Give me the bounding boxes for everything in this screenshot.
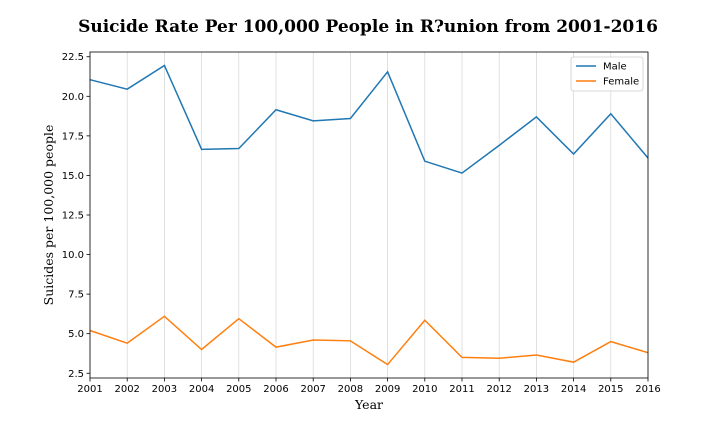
x-tick-label: 2006 [263, 384, 288, 395]
chart-title: Suicide Rate Per 100,000 People in R?uni… [78, 17, 658, 37]
x-tick-label: 2004 [189, 384, 214, 395]
y-tick-label: 22.5 [62, 52, 84, 63]
x-axis-ticks: 2001 2002 2003 2004 2005 2006 2007 2008 2009 2010… [77, 378, 661, 395]
x-tick-label: 2007 [300, 384, 325, 395]
y-tick-label: 12.5 [62, 211, 84, 222]
y-tick-label: 20.0 [62, 92, 84, 103]
series-line-female [89, 315, 649, 366]
plot-frame [89, 51, 649, 379]
series-line-male [89, 64, 649, 174]
y-axis-ticks: 2.5 5.0 7.5 10.0 12.5 15.0 17.5 20.0 22.5 [62, 52, 90, 380]
x-tick-label: 2014 [561, 384, 586, 395]
x-tick-label: 2013 [524, 384, 549, 395]
x-tick-label: 2002 [114, 384, 139, 395]
x-axis-label: Year [354, 397, 383, 412]
y-tick-label: 17.5 [62, 131, 84, 142]
y-axis-label: Suicides per 100,000 people [41, 125, 56, 306]
series-layer [89, 64, 649, 366]
x-tick-label: 2008 [338, 384, 363, 395]
x-tick-label: 2011 [449, 384, 474, 395]
legend-label-male: Male [603, 62, 627, 73]
x-tick-label: 2003 [152, 384, 177, 395]
x-tick-label: 2016 [635, 384, 660, 395]
y-tick-label: 15.0 [62, 171, 84, 182]
x-tick-label: 2005 [226, 384, 251, 395]
y-tick-label: 7.5 [68, 290, 84, 301]
grid-lines [89, 52, 649, 378]
legend-label-female: Female [603, 77, 639, 88]
x-tick-label: 2015 [598, 384, 623, 395]
y-tick-label: 5.0 [68, 329, 84, 340]
x-tick-label: 2010 [412, 384, 437, 395]
y-tick-label: 10.0 [62, 250, 84, 261]
legend: Male Female [570, 56, 644, 92]
y-tick-label: 2.5 [68, 369, 84, 380]
x-tick-label: 2012 [486, 384, 511, 395]
x-tick-label: 2001 [77, 384, 102, 395]
x-tick-label: 2009 [375, 384, 400, 395]
